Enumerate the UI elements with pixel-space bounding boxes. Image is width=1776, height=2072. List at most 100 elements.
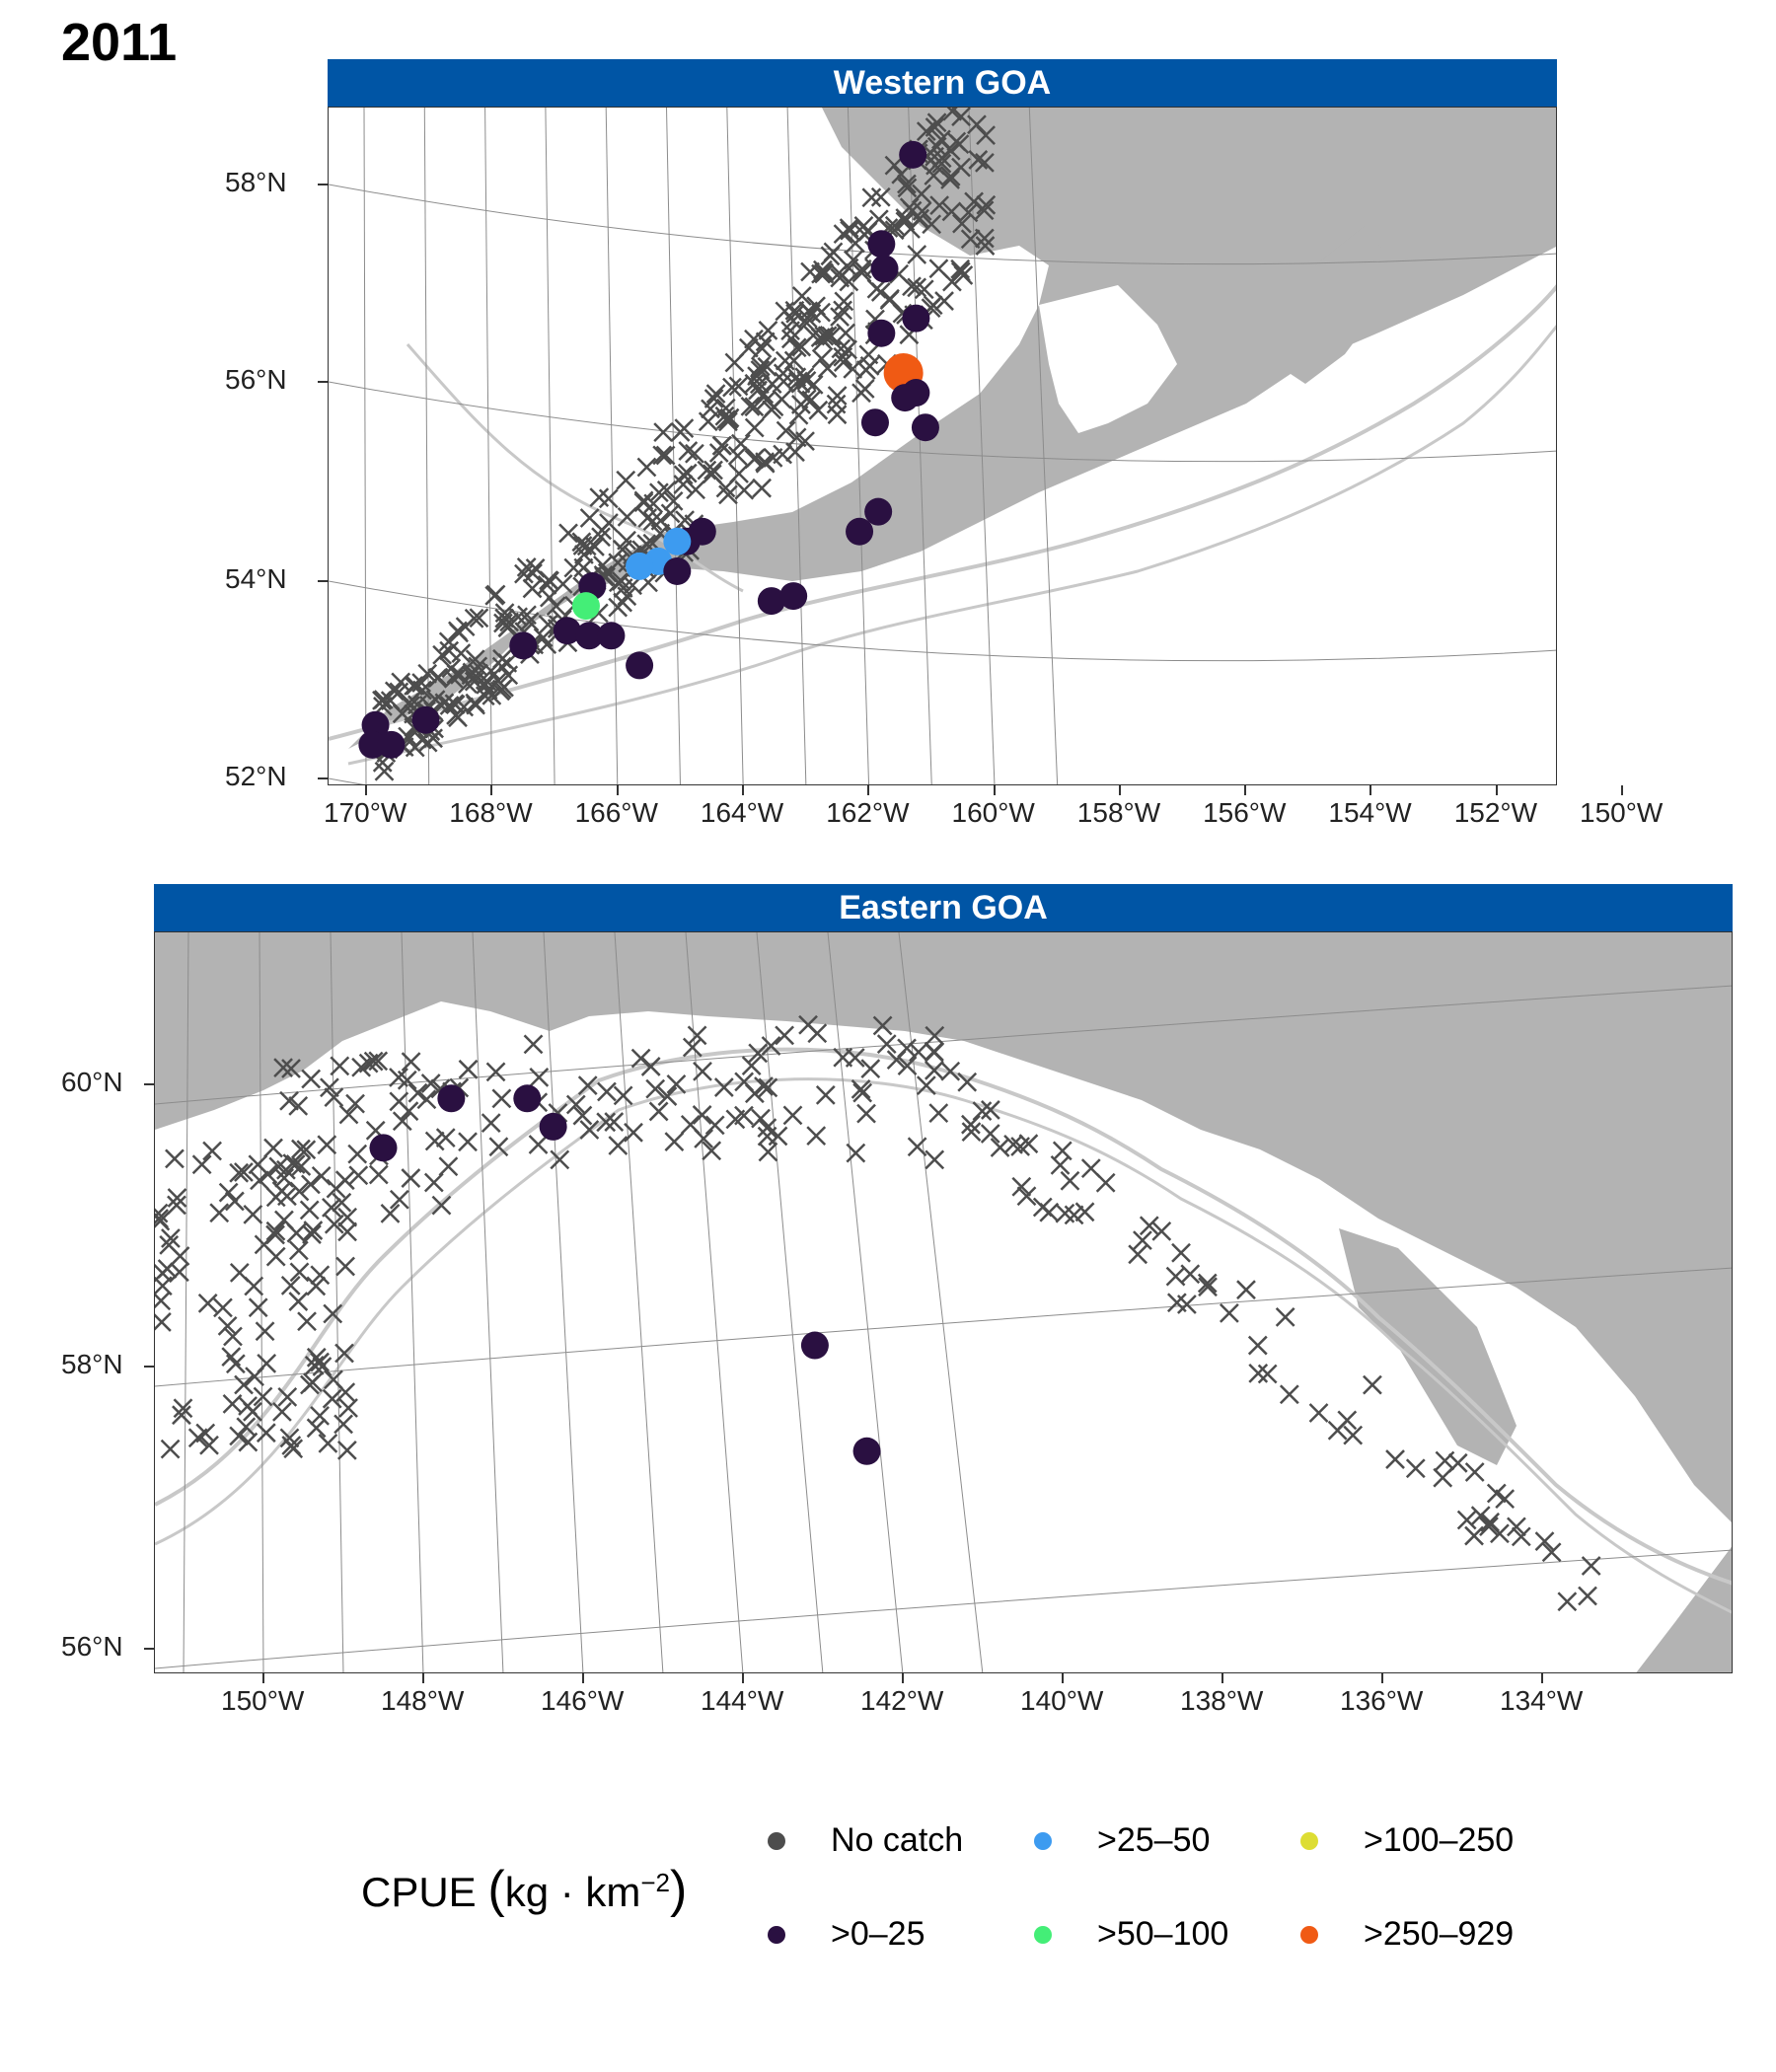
no-catch-cross <box>248 1297 268 1318</box>
no-catch-cross <box>942 271 962 292</box>
no-catch-cross <box>957 1072 978 1092</box>
no-catch-cross <box>596 1112 617 1133</box>
no-catch-cross <box>283 1439 304 1459</box>
no-catch-cross <box>687 1025 707 1046</box>
no-catch-cross <box>598 488 619 509</box>
no-catch-cross <box>306 1418 327 1439</box>
no-catch-cross <box>775 350 795 371</box>
lon-tick <box>1244 785 1247 795</box>
catch-point <box>369 1134 398 1162</box>
no-catch-cross <box>775 1025 794 1046</box>
no-catch-cross <box>461 665 481 686</box>
no-catch-cross <box>617 586 637 607</box>
lat-tick-label: 58°N <box>225 167 287 197</box>
no-catch-cross <box>693 1061 712 1081</box>
legend-item-label: >100–250 <box>1364 1821 1515 1859</box>
no-catch-cross <box>338 1398 358 1418</box>
no-catch-cross <box>253 1386 273 1407</box>
no-catch-cross <box>1247 1335 1268 1356</box>
lon-tick <box>993 785 996 795</box>
no-catch-stations-western <box>372 108 997 781</box>
no-catch-cross <box>967 114 987 135</box>
no-catch-cross <box>338 1104 359 1125</box>
no-catch-cross <box>432 644 452 665</box>
no-catch-cross <box>811 302 831 323</box>
no-catch-cross <box>925 1025 945 1046</box>
no-catch-cross <box>926 112 947 133</box>
no-catch-cross <box>225 1191 245 1212</box>
no-catch-cross <box>458 1132 478 1152</box>
no-catch-cross <box>640 1057 661 1076</box>
no-catch-cross <box>800 261 820 282</box>
no-catch-cross <box>657 1086 678 1106</box>
no-catch-cross <box>950 259 971 279</box>
slope-contour <box>347 325 1556 766</box>
lon-tick <box>422 1673 424 1683</box>
no-catch-cross <box>843 359 863 379</box>
no-catch-cross <box>724 352 745 373</box>
catch-point <box>899 140 927 169</box>
meridian <box>363 108 367 784</box>
lon-tick-label: 144°W <box>701 1685 784 1716</box>
legend-title-superscript: −2 <box>640 1868 671 1897</box>
no-catch-cross <box>335 1256 355 1277</box>
no-catch-cross <box>851 262 872 283</box>
no-catch-cross <box>322 1388 342 1409</box>
no-catch-cross <box>846 1143 866 1163</box>
no-catch-cross <box>1578 1586 1597 1606</box>
no-catch-cross <box>708 443 729 463</box>
no-catch-cross <box>236 1417 257 1438</box>
no-catch-cross <box>589 487 610 507</box>
no-catch-cross <box>1166 1293 1187 1313</box>
no-catch-cross <box>712 435 732 456</box>
no-catch-cross <box>574 545 594 564</box>
no-catch-cross <box>1308 1403 1329 1423</box>
eastern-goa-map-canvas <box>155 932 1732 1672</box>
catch-point <box>437 1084 466 1113</box>
no-catch-cross <box>884 215 905 236</box>
lon-tick <box>741 785 744 795</box>
no-catch-cross <box>692 1105 712 1125</box>
no-catch-cross <box>975 236 996 256</box>
no-catch-cross <box>223 1326 243 1347</box>
eastern-goa-title: Eastern GOA <box>839 889 1048 926</box>
lon-tick-label: 170°W <box>324 797 407 828</box>
catch-point <box>902 304 930 333</box>
no-catch-cross <box>897 178 918 198</box>
no-catch-cross <box>1171 1242 1191 1263</box>
legend-item-label: No catch <box>831 1821 964 1859</box>
parallel <box>155 1549 1732 1669</box>
no-catch-cross <box>880 288 900 309</box>
no-catch-cross <box>1479 1517 1499 1536</box>
no-catch-cross <box>217 1316 238 1336</box>
no-catch-cross <box>306 1276 327 1296</box>
no-catch-cross <box>280 1276 301 1295</box>
legend-title-text: CPUE <box>361 1869 488 1915</box>
no-catch-cross <box>238 1396 258 1416</box>
no-catch-cross <box>577 1075 598 1095</box>
no-catch-cross <box>642 511 663 532</box>
no-catch-cross <box>351 1057 371 1077</box>
bering-contour <box>406 343 744 593</box>
no-catch-cross <box>279 1428 300 1448</box>
lon-tick-label: 150°W <box>221 1685 305 1716</box>
no-catch-cross <box>758 1142 778 1162</box>
no-catch-cross <box>752 338 773 359</box>
no-catch-cross <box>761 1036 781 1056</box>
no-catch-cross <box>751 1108 771 1129</box>
no-catch-cross <box>928 1103 949 1124</box>
catch-point <box>377 730 406 759</box>
no-catch-cross <box>716 409 736 430</box>
no-catch-cross <box>401 1168 421 1188</box>
no-catch-cross <box>774 371 794 392</box>
no-catch-cross <box>289 1262 310 1283</box>
no-catch-cross <box>425 690 446 710</box>
no-catch-cross <box>613 1085 633 1106</box>
no-catch-cross <box>363 1051 384 1072</box>
no-catch-cross <box>254 1234 274 1255</box>
no-catch-cross <box>345 1093 365 1114</box>
no-catch-cross <box>579 1120 600 1140</box>
lon-tick-label: 138°W <box>1180 1685 1264 1716</box>
no-catch-cross <box>718 484 738 505</box>
no-catch-cross <box>159 1234 180 1255</box>
